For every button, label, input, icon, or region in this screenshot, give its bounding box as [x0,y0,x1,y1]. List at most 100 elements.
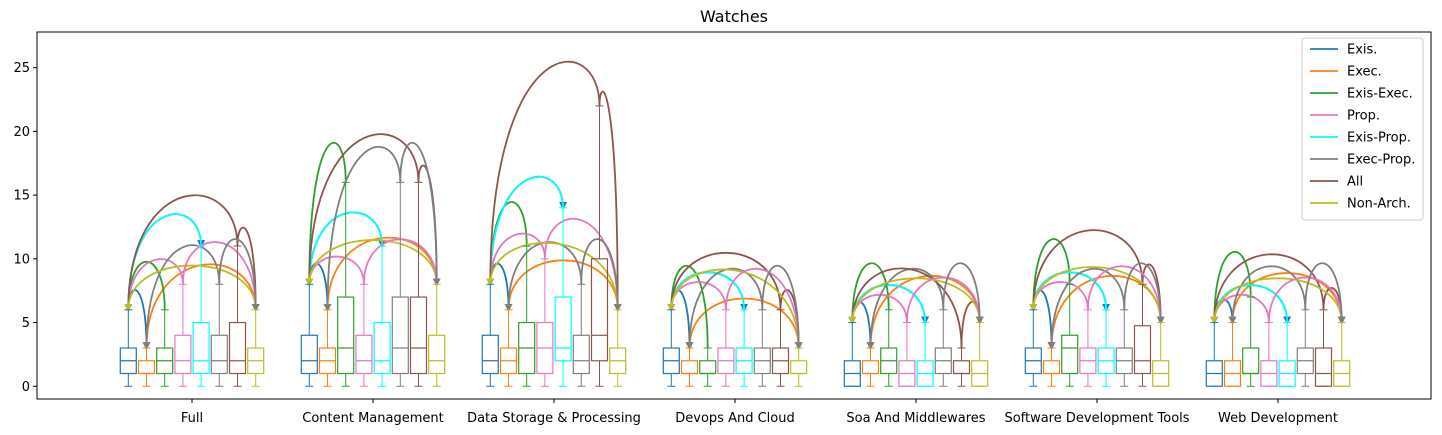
x-axis-ticks: Full Content Management Data Storage & Pro… [181,399,1338,426]
box-all-full [228,245,247,387]
significance-arc [305,239,438,287]
significance-arc [942,262,984,325]
box-exis-prop-full [192,245,210,387]
box-exec-prop-content-management [391,181,409,387]
significance-arc [667,252,782,312]
box-prop-content-management [355,283,373,387]
box-exec-software-development-tools [1042,347,1061,387]
box-body [228,321,247,375]
box-body [391,296,409,375]
legend-label: All [1347,175,1363,190]
box-all-soa-and-middlewares [952,347,971,387]
legend-label: Exis-Exec. [1347,87,1413,102]
box-body [572,334,590,375]
box-body [373,321,391,375]
box-exis-exec-web-development [1242,296,1260,387]
box-prop-full [174,283,192,387]
y-tick-label: 10 [13,252,30,267]
box-prop-software-development-tools [1079,309,1097,387]
box-all-content-management [409,181,428,387]
box-prop-soa-and-middlewares [898,322,916,387]
axes [36,31,1432,400]
box-body [137,360,156,375]
significance-arc [761,265,803,351]
box-non-arch-data-storage-processing [609,309,627,387]
significance-arc [670,271,749,312]
significance-arc [486,175,564,287]
significance-arc [486,60,601,287]
box-body [1314,347,1333,387]
significance-arc [124,261,166,312]
box-exis-prop-soa-and-middlewares [916,322,934,387]
legend-label: Exec-Prop. [1347,153,1415,168]
x-tick-label: Data Storage & Processing [467,411,641,426]
box-exis-prop-software-development-tools [1097,309,1115,387]
chart-title: Watches [700,7,768,26]
significance-arc [1029,229,1144,312]
x-tick-label: Devops And Cloud [675,411,794,426]
box-exec-full [137,347,156,387]
box-exis-exec-soa-and-middlewares [880,309,898,387]
significance-arc [667,268,800,349]
significance-arc [142,244,221,351]
box-body [192,321,210,375]
box-body [1042,360,1061,375]
box-non-arch-web-development [1333,322,1351,387]
significance-arc [486,232,546,287]
box-non-arch-software-development-tools [1152,322,1170,387]
significance-arc [725,267,803,351]
legend-label: Prop. [1347,109,1380,124]
box-body [337,296,355,375]
box-exis-exec-data-storage-processing [518,245,536,387]
significance-arc [1029,266,1162,323]
x-tick-label: Web Development [1218,411,1338,426]
significance-arc [688,297,803,351]
significance-arc [1210,253,1325,325]
box-all-data-storage-processing [590,105,609,387]
legend-frame [1301,37,1424,221]
box-exis-content-management [300,283,318,387]
box-exis-soa-and-middlewares [843,322,861,387]
significance-arc [486,241,619,310]
box-exec-prop-full [210,283,228,387]
legend-label: Exec. [1347,65,1382,80]
box-non-arch-devops-and-cloud [790,347,808,387]
legend-label: Non-Arch. [1347,197,1411,212]
y-tick-label: 15 [13,189,30,204]
box-body [680,360,699,375]
box-body [174,334,192,375]
significance-arc [323,146,402,312]
significance-arc [1210,277,1343,325]
significance-arc [218,238,260,312]
significance-arc [1047,267,1126,351]
y-tick-label: 5 [22,316,30,331]
y-tick-label: 20 [13,125,30,140]
box-body [355,334,373,375]
box-body [1061,334,1079,375]
box-exis-full [119,309,137,387]
box-prop-devops-and-cloud [717,309,735,387]
box-non-arch-soa-and-middlewares [971,322,989,387]
significance-arc [305,133,420,287]
box-exis-exec-devops-and-cloud [699,347,717,387]
significance-arc [906,276,984,325]
box-all-devops-and-cloud [771,309,790,387]
box-exis-prop-web-development [1278,322,1296,387]
box-exec-prop-soa-and-middlewares [934,309,952,387]
significance-arc [124,264,257,312]
boxes-layer [119,105,1351,387]
significance-arc [598,90,622,312]
box-body [952,360,971,375]
significance-arc [1304,262,1346,325]
box-body [481,334,499,375]
significance-arc [182,241,260,312]
significance-arc [1029,238,1071,312]
box-exis-exec-software-development-tools [1061,283,1079,387]
x-tick-label: Software Development Tools [1004,411,1189,426]
y-axis-ticks: 0 5 10 15 20 25 [13,61,37,395]
significance-arc [667,271,745,312]
box-exec-prop-software-development-tools [1115,309,1133,387]
box-exec-soa-and-middlewares [861,347,880,387]
legend: Exis. Exec. Exis-Exec. Prop. Exis-Prop. Exec-… [1301,37,1424,221]
significance-arc [848,267,963,349]
